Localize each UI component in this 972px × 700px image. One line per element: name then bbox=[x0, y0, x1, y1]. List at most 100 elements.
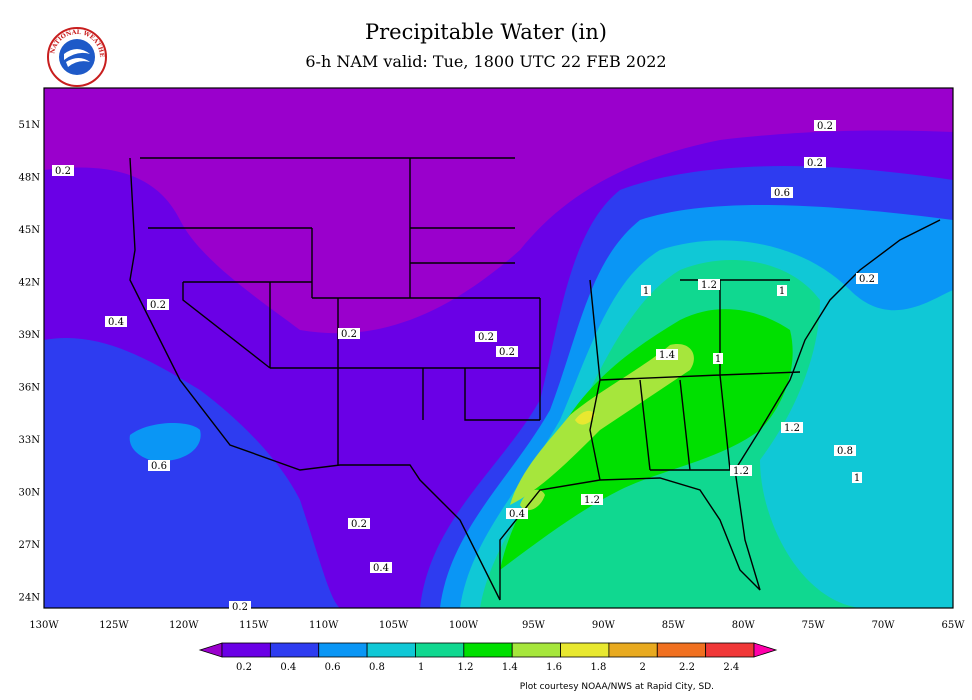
colorbar-segment bbox=[318, 642, 368, 658]
lon-label: 120W bbox=[169, 620, 199, 631]
colorbar-segment bbox=[560, 642, 610, 658]
colorbar-tick-label: 0.6 bbox=[325, 662, 341, 673]
contour-label: 1 bbox=[779, 286, 785, 297]
contour-label-box bbox=[506, 508, 528, 519]
contour-label: 0.2 bbox=[807, 158, 823, 169]
colorbar-segment bbox=[269, 642, 320, 658]
colorbar-right-arrow bbox=[753, 642, 778, 658]
lat-label: 30N bbox=[19, 488, 41, 499]
contour-label-box bbox=[713, 353, 723, 364]
contour-label: 0.2 bbox=[351, 519, 367, 530]
contour-label-box bbox=[338, 328, 360, 339]
lat-label: 42N bbox=[19, 278, 41, 289]
lon-label: 100W bbox=[449, 620, 479, 631]
contour-label: 0.2 bbox=[55, 166, 71, 177]
contour-label: 1.2 bbox=[701, 280, 717, 291]
contour-label-box bbox=[814, 120, 836, 131]
nws-logo-icon: NATIONAL WEATHER SERVICE bbox=[46, 26, 107, 87]
contour-label-box bbox=[656, 349, 678, 360]
contour-label-box bbox=[641, 285, 651, 296]
colorbar-segment bbox=[705, 642, 755, 658]
colorbar-tick-label: 0.4 bbox=[280, 662, 296, 673]
contour-label-box bbox=[105, 316, 127, 327]
contour-label-box bbox=[698, 279, 720, 290]
contour-label: 1.2 bbox=[584, 495, 600, 506]
colorbar-tick-label: 1 bbox=[418, 662, 424, 673]
colorbar-tick-labels: 0.2 0.4 0.6 0.8 1 1.2 1.4 1.6 1.8 2 2.2 2.4 bbox=[236, 662, 739, 673]
contour-label-box bbox=[781, 422, 803, 433]
contour-label-box bbox=[771, 187, 793, 198]
colorbar-tick-label: 1.2 bbox=[458, 662, 474, 673]
contour-label-box bbox=[52, 165, 74, 176]
contour-label: 0.2 bbox=[817, 121, 833, 132]
contour-label-box bbox=[229, 601, 251, 612]
lon-label: 70W bbox=[872, 620, 896, 631]
lon-label: 105W bbox=[379, 620, 409, 631]
contour-label: 0.2 bbox=[150, 300, 166, 311]
contour-label-box bbox=[834, 445, 856, 456]
colorbar-tick-label: 0.8 bbox=[369, 662, 385, 673]
lon-label: 110W bbox=[309, 620, 339, 631]
contour-label-box bbox=[475, 331, 497, 342]
chart-subtitle: 6-h NAM valid: Tue, 1800 UTC 22 FEB 2022 bbox=[305, 52, 667, 71]
contour-label: 0.2 bbox=[341, 329, 357, 340]
lat-label: 51N bbox=[19, 120, 41, 131]
lat-label: 24N bbox=[19, 593, 41, 604]
colorbar-tick-label: 2.4 bbox=[723, 662, 739, 673]
lon-label: 65W bbox=[941, 620, 965, 631]
contour-label: 0.4 bbox=[108, 317, 124, 328]
colorbar-segment bbox=[608, 642, 658, 658]
colorbar-tick-label: 1.6 bbox=[546, 662, 562, 673]
colorbar-left-arrow bbox=[198, 642, 223, 658]
contour-label: 0.6 bbox=[151, 461, 167, 472]
contour-label-box bbox=[148, 460, 170, 471]
lon-label: 95W bbox=[522, 620, 546, 631]
contour-label: 1.2 bbox=[784, 423, 800, 434]
contour-label-box bbox=[730, 465, 752, 476]
lon-label: 80W bbox=[732, 620, 756, 631]
lon-label: 75W bbox=[802, 620, 826, 631]
contour-label-box bbox=[496, 346, 518, 357]
contour-label: 0.4 bbox=[509, 509, 525, 520]
colorbar-segment bbox=[221, 642, 271, 658]
lat-axis-labels: 51N 48N 45N 42N 39N 36N 33N 30N 27N 24N bbox=[19, 120, 41, 604]
contour-label: 0.2 bbox=[478, 332, 494, 343]
lon-label: 125W bbox=[99, 620, 129, 631]
lat-label: 45N bbox=[19, 225, 41, 236]
contour-label: 1.4 bbox=[659, 350, 675, 361]
contour-label-box bbox=[804, 157, 826, 168]
contour-label-box bbox=[370, 562, 392, 573]
lon-label: 85W bbox=[662, 620, 686, 631]
contour-fill-layer bbox=[44, 88, 953, 608]
map-frame bbox=[43, 87, 954, 609]
colorbar-tick-label: 2 bbox=[640, 662, 646, 673]
lon-label: 130W bbox=[29, 620, 59, 631]
colorbar-segment bbox=[463, 642, 513, 658]
lat-label: 48N bbox=[19, 173, 41, 184]
contour-label-box bbox=[147, 299, 169, 310]
lat-label: 27N bbox=[19, 540, 41, 551]
boundary-lines bbox=[129, 157, 941, 601]
contour-label: 1 bbox=[854, 473, 860, 484]
lat-label: 36N bbox=[19, 383, 41, 394]
colorbar-tick-label: 1.8 bbox=[590, 662, 606, 673]
contour-label-box bbox=[852, 472, 862, 483]
contour-label: 1.2 bbox=[733, 466, 749, 477]
colorbar-tick-label: 2.2 bbox=[679, 662, 695, 673]
contour-label-box bbox=[777, 285, 787, 296]
colorbar-tick-label: 0.2 bbox=[236, 662, 252, 673]
contour-label: 0.2 bbox=[859, 274, 875, 285]
colorbar-segment bbox=[656, 642, 707, 658]
lon-label: 115W bbox=[239, 620, 269, 631]
lat-label: 39N bbox=[19, 330, 41, 341]
contour-label-box bbox=[856, 273, 878, 284]
colorbar-segment bbox=[415, 642, 465, 658]
lon-axis-labels: 130W 125W 120W 115W 110W 105W 100W 95W 90W 85W 80W… bbox=[29, 620, 965, 631]
colorbar-tick-label: 1.4 bbox=[502, 662, 518, 673]
colorbar bbox=[198, 642, 778, 658]
colorbar-segment bbox=[366, 642, 416, 658]
contour-label: 0.4 bbox=[373, 563, 389, 574]
chart-title: Precipitable Water (in) bbox=[365, 20, 607, 44]
lon-label: 90W bbox=[592, 620, 616, 631]
